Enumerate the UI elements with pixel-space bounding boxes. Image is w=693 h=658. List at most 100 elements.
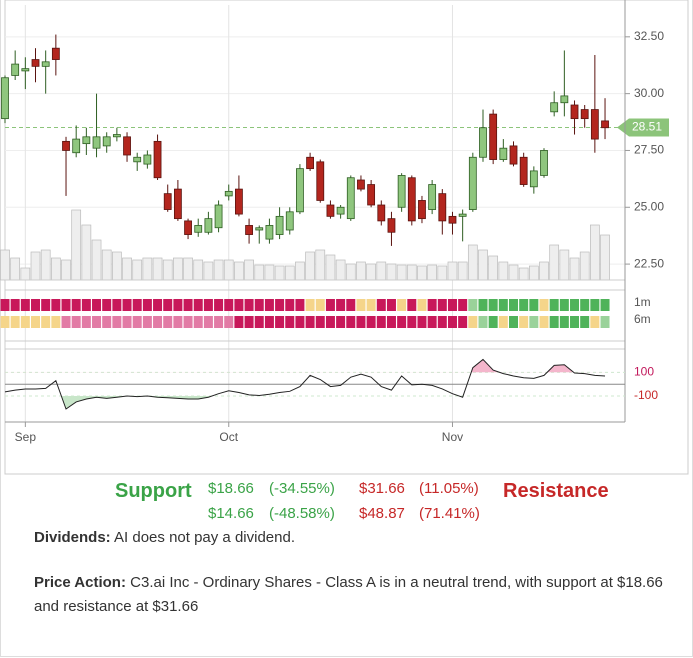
volume-bar [376, 261, 387, 281]
strip-cell [295, 299, 305, 311]
candle-body [1, 77, 9, 120]
strip-cell [468, 299, 478, 311]
volume-bar [549, 244, 560, 281]
strip-cell [71, 316, 81, 328]
strip-cell [549, 316, 559, 328]
strip-cell [336, 316, 346, 328]
strip-cell [51, 316, 61, 328]
strip-cell [366, 316, 376, 328]
strip-cell [386, 316, 396, 328]
strip-cell [437, 299, 447, 311]
candle-body [357, 179, 365, 190]
strip-cell [407, 299, 417, 311]
candle-body [529, 170, 538, 188]
osc-tick-label: 100 [634, 365, 654, 379]
strip-cell [376, 299, 386, 311]
strip-cell [600, 299, 610, 311]
volume-bar [223, 259, 234, 281]
volume-bar [142, 257, 153, 281]
strip-cell [488, 299, 498, 311]
candle-body [285, 211, 294, 231]
candle-body [31, 59, 40, 67]
strip-cell [41, 316, 51, 328]
strip-cell [295, 316, 305, 328]
candle-body [387, 218, 396, 233]
strip-cell [61, 299, 71, 311]
strip-cell [183, 299, 193, 311]
volume-bar [30, 251, 41, 281]
strip-cell [275, 299, 285, 311]
resistance-change: (71.41%) [419, 505, 480, 522]
strip-cell [305, 316, 315, 328]
candle-body [224, 190, 233, 197]
y-tick-label: 32.50 [634, 29, 664, 43]
volume-bar [0, 249, 10, 281]
x-tick-label: Oct [219, 430, 238, 444]
strip-cell [41, 299, 51, 311]
strip-cell [559, 299, 569, 311]
y-tick-label: 25.00 [634, 199, 664, 213]
dividends-label: Dividends: [34, 529, 111, 546]
resistance-change: (11.05%) [419, 480, 479, 497]
strip-cell [92, 299, 102, 311]
strip-cell [112, 299, 122, 311]
strip-cell [0, 316, 10, 328]
volume-bar [467, 244, 478, 281]
volume-bar [406, 264, 417, 281]
volume-bar [254, 264, 265, 281]
strip-cell [61, 316, 71, 328]
strip-cell [203, 316, 213, 328]
candle-body [51, 47, 60, 60]
strip-cell [224, 316, 234, 328]
candle-body [397, 175, 406, 208]
candle-body [458, 213, 467, 217]
last-price-label: 28.51 [632, 120, 662, 134]
strip-cell [580, 299, 590, 311]
y-tick-label: 30.00 [634, 86, 664, 100]
volume-bar [183, 257, 193, 281]
strip-cell [580, 316, 590, 328]
volume-bar [112, 251, 122, 281]
strip-cell [214, 316, 224, 328]
candle-body [489, 113, 498, 160]
strip-cell [376, 316, 386, 328]
strip-cell [397, 299, 407, 311]
strip-cell [264, 316, 274, 328]
volume-bar [498, 261, 509, 281]
chart: 22.50 25.00 27.50 30.00 32.50 Sep Oct Nov 28.51 1… [0, 0, 689, 475]
volume-bar [132, 259, 143, 281]
strip-cell [468, 316, 478, 328]
strip-cell [183, 316, 193, 328]
candle-body [255, 227, 264, 231]
strip-cell [275, 316, 285, 328]
volume-bar [122, 257, 132, 281]
strip-cell [509, 316, 518, 328]
support-price: $14.66 [208, 505, 254, 522]
strip-cell [224, 299, 234, 311]
candle-body [316, 161, 325, 201]
volume-bar [366, 263, 376, 281]
volume-bar [447, 261, 458, 281]
osc-lower-fill [5, 396, 606, 410]
volume-bar [478, 249, 488, 281]
strip-cell [193, 316, 203, 328]
strip-cell [488, 316, 498, 328]
support-price: $18.66 [208, 480, 254, 497]
volume-bar [386, 263, 397, 281]
candle-body [41, 61, 50, 67]
candle-body [92, 136, 101, 149]
candle-body [112, 134, 121, 138]
candle-body [540, 150, 548, 176]
strip-cell [305, 299, 315, 311]
candle-body [214, 204, 223, 229]
dividends: Dividends: AI does not pay a dividend. [34, 526, 664, 550]
volume-bar [50, 257, 61, 281]
volume-bar [325, 254, 336, 281]
volume-bar [315, 249, 326, 281]
candle-body [296, 168, 304, 213]
candle-body [448, 215, 457, 224]
volume-bar [528, 265, 539, 281]
strip-cell [20, 299, 30, 311]
candle-body [367, 184, 376, 206]
